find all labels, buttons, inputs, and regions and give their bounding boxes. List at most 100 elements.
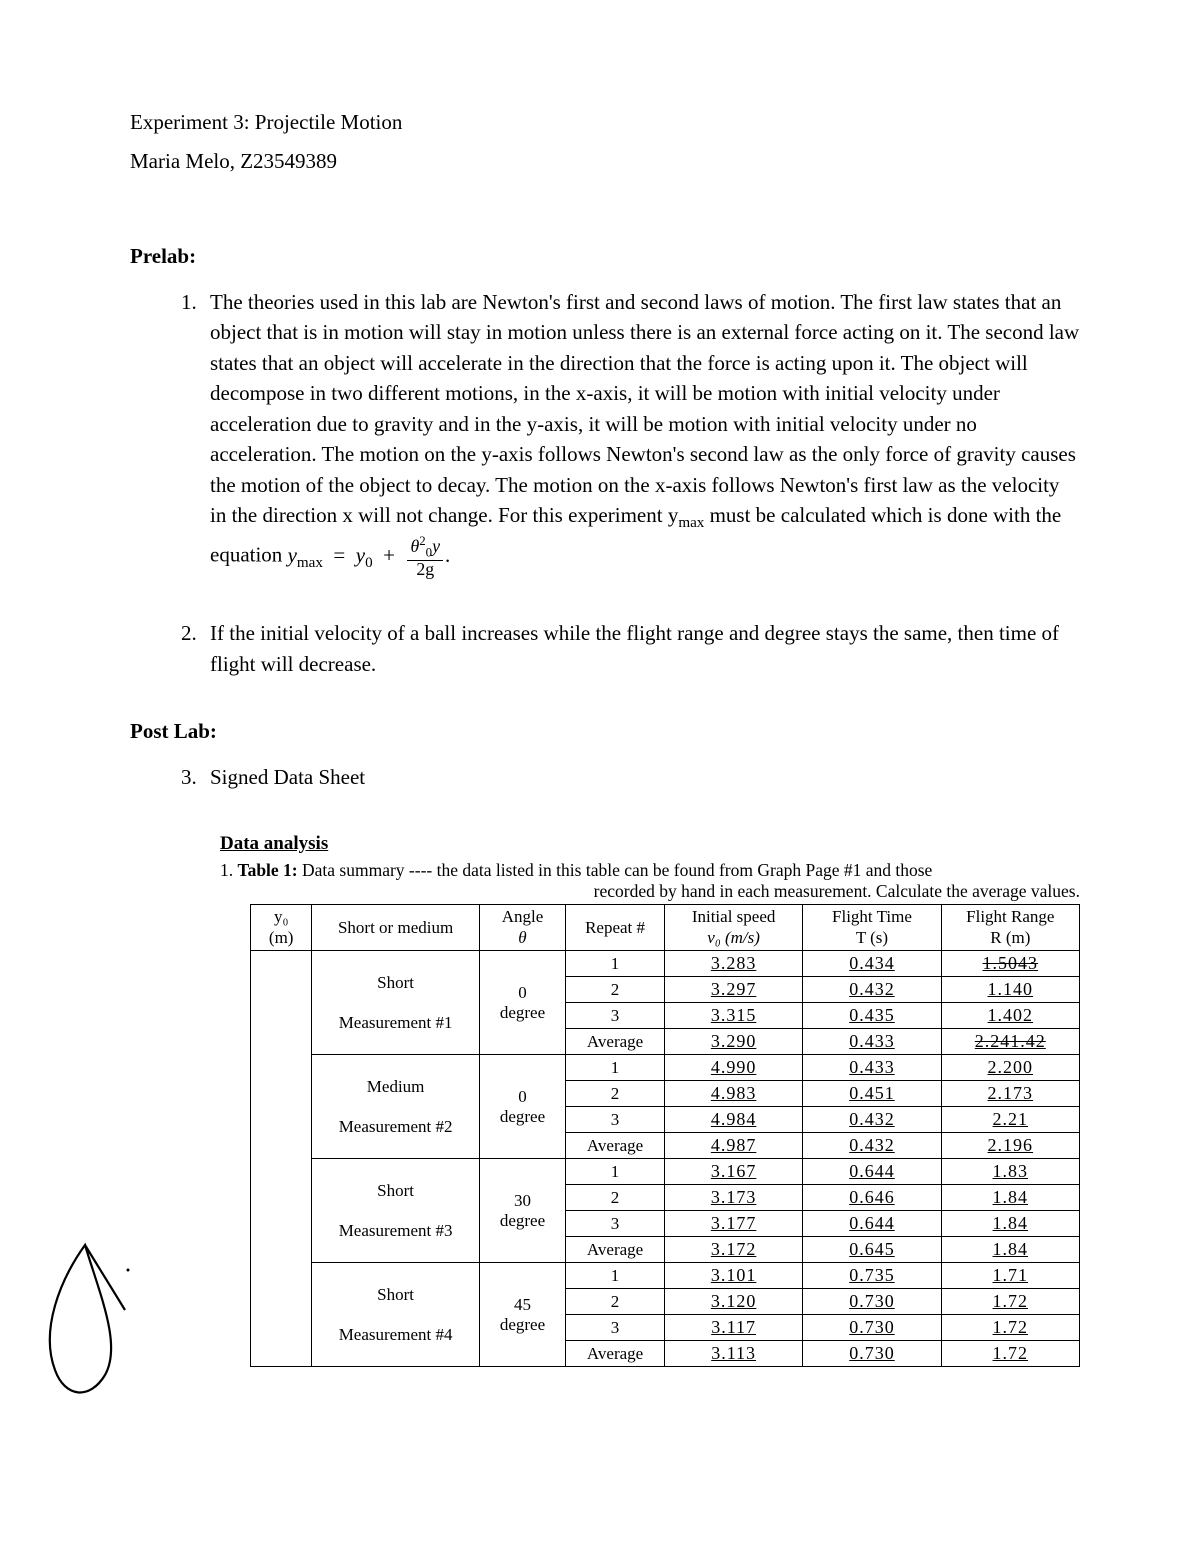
- subscript-max: max: [678, 515, 704, 531]
- speed-value: 3.177: [664, 1211, 802, 1237]
- time-value: 0.730: [803, 1341, 941, 1367]
- speed-bot: v₀ (m/s): [707, 928, 760, 947]
- speed-top: Initial speed: [692, 907, 776, 926]
- y0-bot: (m): [269, 928, 294, 947]
- speed-value: 3.167: [664, 1159, 802, 1185]
- range-value: 1.402: [941, 1003, 1079, 1029]
- time-value: 0.432: [803, 977, 941, 1003]
- time-top: Flight Time: [832, 907, 912, 926]
- table-body: ShortMeasurement #10degree13.2830.4341.5…: [251, 951, 1080, 1367]
- table-row: MediumMeasurement #20degree14.9900.4332.…: [251, 1055, 1080, 1081]
- range-value: 2.241.42: [941, 1029, 1079, 1055]
- postlab-heading: Post Lab:: [130, 719, 1080, 744]
- speed-value: 3.172: [664, 1237, 802, 1263]
- repeat-cell: Average: [566, 1341, 665, 1367]
- range-value: 1.140: [941, 977, 1079, 1003]
- angle-top: Angle: [502, 907, 544, 926]
- speed-value: 3.101: [664, 1263, 802, 1289]
- range-bot: R (m): [990, 928, 1030, 947]
- range-value: 1.84: [941, 1211, 1079, 1237]
- time-value: 0.644: [803, 1159, 941, 1185]
- prelab-list: The theories used in this lab are Newton…: [130, 287, 1080, 679]
- range-value: 1.84: [941, 1237, 1079, 1263]
- eq-theta: θ: [410, 536, 419, 556]
- eq-sub-0: 0: [365, 555, 373, 571]
- col-repeat: Repeat #: [566, 905, 665, 951]
- repeat-cell: 2: [566, 1081, 665, 1107]
- speed-value: 4.987: [664, 1133, 802, 1159]
- repeat-cell: Average: [566, 1029, 665, 1055]
- speed-value: 4.990: [664, 1055, 802, 1081]
- y0-cell: [251, 951, 312, 1367]
- repeat-cell: 1: [566, 1263, 665, 1289]
- repeat-cell: 2: [566, 1185, 665, 1211]
- speed-value: 4.983: [664, 1081, 802, 1107]
- repeat-cell: Average: [566, 1237, 665, 1263]
- eq-numerator: θ20y: [407, 535, 443, 560]
- measurement-cell: MediumMeasurement #2: [312, 1055, 479, 1159]
- col-angle: Angle θ: [479, 905, 565, 951]
- time-value: 0.730: [803, 1315, 941, 1341]
- range-value: 2.21: [941, 1107, 1079, 1133]
- range-value: 2.173: [941, 1081, 1079, 1107]
- col-range: Flight Range R (m): [941, 905, 1079, 951]
- caption-prefix: 1.: [220, 860, 238, 880]
- time-value: 0.433: [803, 1029, 941, 1055]
- angle-bot: θ: [518, 928, 526, 947]
- data-analysis-heading: Data analysis: [220, 833, 1080, 855]
- speed-value: 3.290: [664, 1029, 802, 1055]
- repeat-cell: 1: [566, 1055, 665, 1081]
- col-speed: Initial speed v₀ (m/s): [664, 905, 802, 951]
- range-value: 1.84: [941, 1185, 1079, 1211]
- table-row: ShortMeasurement #330degree13.1670.6441.…: [251, 1159, 1080, 1185]
- repeat-cell: 3: [566, 1003, 665, 1029]
- time-value: 0.646: [803, 1185, 941, 1211]
- speed-value: 3.113: [664, 1341, 802, 1367]
- eq-sub-max: max: [297, 555, 323, 571]
- prelab-text-1a: The theories used in this lab are Newton…: [210, 290, 1079, 527]
- prelab-heading: Prelab:: [130, 244, 1080, 269]
- eq-y0: y: [356, 543, 365, 567]
- range-value: 1.83: [941, 1159, 1079, 1185]
- repeat-cell: 2: [566, 977, 665, 1003]
- time-value: 0.730: [803, 1289, 941, 1315]
- data-table: y₀ (m) Short or medium Angle θ Repeat # …: [250, 904, 1080, 1367]
- speed-value: 3.283: [664, 951, 802, 977]
- measurement-cell: ShortMeasurement #4: [312, 1263, 479, 1367]
- angle-cell: 30degree: [479, 1159, 565, 1263]
- eq-y-num: y: [432, 536, 440, 556]
- repeat-cell: 1: [566, 951, 665, 977]
- repeat-cell: 1: [566, 1159, 665, 1185]
- prelab-item-2: If the initial velocity of a ball increa…: [202, 618, 1080, 679]
- angle-cell: 0degree: [479, 1055, 565, 1159]
- table-row: ShortMeasurement #10degree13.2830.4341.5…: [251, 951, 1080, 977]
- postlab-list: Signed Data Sheet: [130, 762, 1080, 792]
- caption-rest: Data summary ---- the data listed in thi…: [298, 860, 933, 880]
- speed-value: 3.117: [664, 1315, 802, 1341]
- repeat-cell: Average: [566, 1133, 665, 1159]
- time-value: 0.433: [803, 1055, 941, 1081]
- range-value: 1.5043: [941, 951, 1079, 977]
- measurement-cell: ShortMeasurement #1: [312, 951, 479, 1055]
- time-value: 0.434: [803, 951, 941, 977]
- time-value: 0.432: [803, 1133, 941, 1159]
- prelab-item-1: The theories used in this lab are Newton…: [202, 287, 1080, 578]
- table-caption-line2: recorded by hand in each measurement. Ca…: [130, 881, 1080, 902]
- range-value: 1.71: [941, 1263, 1079, 1289]
- angle-cell: 0degree: [479, 951, 565, 1055]
- range-value: 1.72: [941, 1289, 1079, 1315]
- speed-value: 3.297: [664, 977, 802, 1003]
- angle-cell: 45degree: [479, 1263, 565, 1367]
- col-y0: y₀ (m): [251, 905, 312, 951]
- range-value: 2.196: [941, 1133, 1079, 1159]
- speed-value: 3.120: [664, 1289, 802, 1315]
- eq-fraction: θ20y 2g: [407, 535, 443, 578]
- table-header: y₀ (m) Short or medium Angle θ Repeat # …: [251, 905, 1080, 951]
- speed-value: 4.984: [664, 1107, 802, 1133]
- page: Experiment 3: Projectile Motion Maria Me…: [0, 0, 1200, 1427]
- speed-value: 3.315: [664, 1003, 802, 1029]
- eq-denominator: 2g: [407, 561, 443, 579]
- time-value: 0.432: [803, 1107, 941, 1133]
- repeat-cell: 3: [566, 1315, 665, 1341]
- repeat-cell: 3: [566, 1211, 665, 1237]
